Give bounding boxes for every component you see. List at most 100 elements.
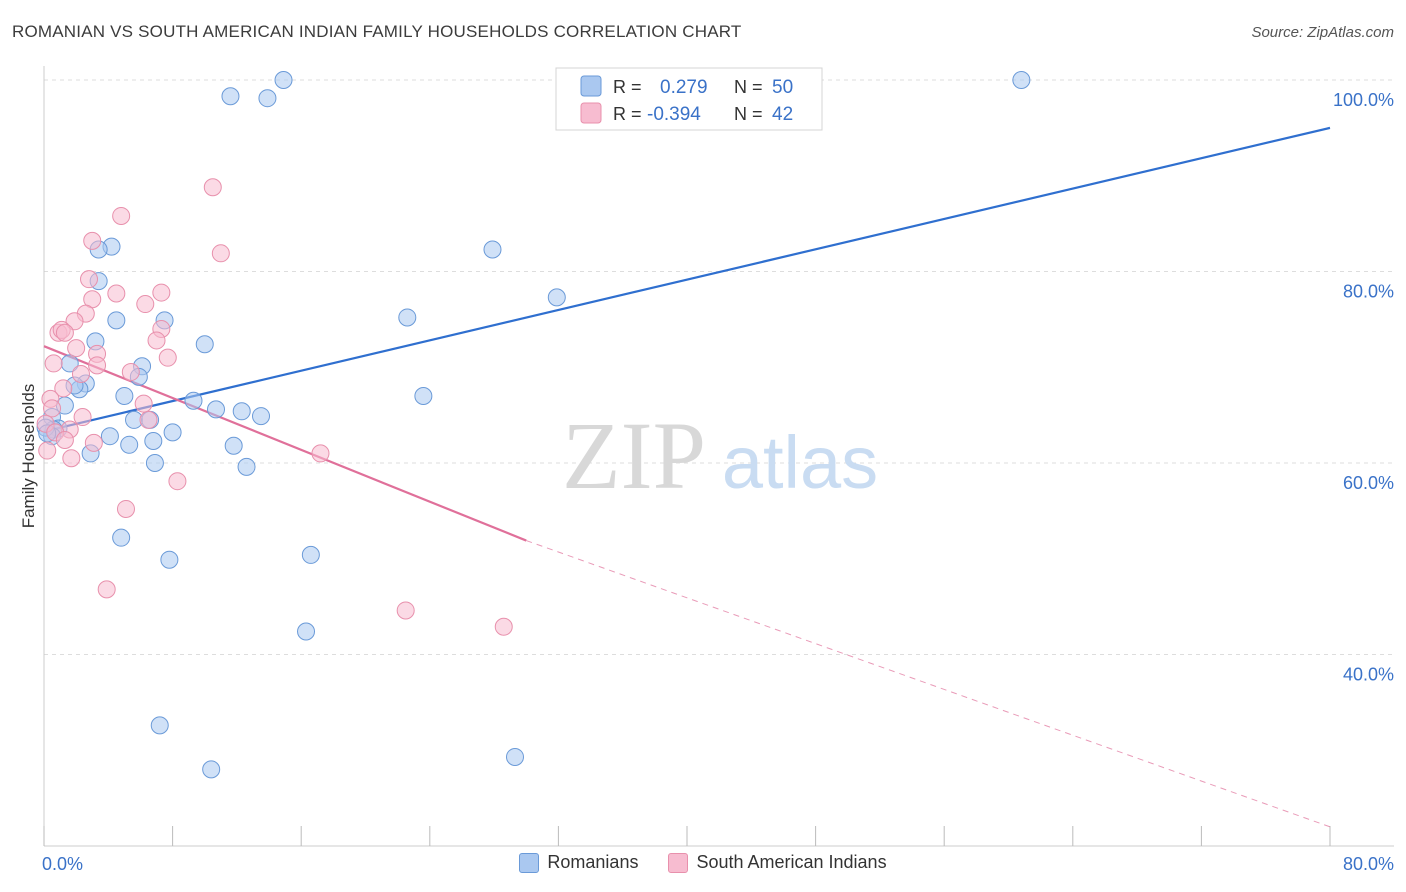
romanian-point-31 bbox=[163, 423, 182, 442]
south-american-indian-point-33 bbox=[55, 431, 74, 450]
x-tick-label-1: 80.0% bbox=[1343, 854, 1394, 874]
south-american-indian-point-34 bbox=[38, 441, 57, 460]
south-american-indian-point-21 bbox=[121, 363, 140, 382]
watermark-zip: ZIP bbox=[562, 402, 706, 509]
romanian-point-43 bbox=[297, 622, 316, 641]
legend-item-romanians: Romanians bbox=[519, 852, 638, 873]
south-american-indian-point-2 bbox=[83, 231, 102, 250]
romanian-point-3 bbox=[1012, 71, 1031, 89]
x-tick-label-0: 0.0% bbox=[42, 854, 83, 874]
south-american-indian-point-26 bbox=[43, 399, 62, 418]
romanian-point-19 bbox=[115, 386, 134, 405]
romanian-point-36 bbox=[224, 436, 243, 455]
data-points bbox=[36, 71, 1031, 779]
romanian-point-21 bbox=[184, 391, 203, 410]
romanian-point-41 bbox=[160, 550, 179, 569]
south-american-indian-point-4 bbox=[80, 270, 99, 289]
south-american-indian-point-1 bbox=[112, 206, 131, 225]
south-american-indian-point-35 bbox=[62, 449, 81, 468]
romanian-point-44 bbox=[150, 716, 169, 735]
south-american-indian-point-20 bbox=[88, 356, 107, 375]
legend-swatch-blue bbox=[519, 852, 540, 873]
romanian-point-42 bbox=[301, 545, 320, 564]
south-american-indian-point-22 bbox=[71, 364, 90, 383]
romanian-point-39 bbox=[237, 457, 256, 476]
south-american-indian-point-41 bbox=[494, 617, 513, 636]
south-american-indian-point-37 bbox=[168, 472, 187, 491]
romanian-point-33 bbox=[100, 427, 119, 446]
south-american-indian-point-36 bbox=[311, 444, 330, 463]
romanian-point-2 bbox=[258, 89, 277, 108]
watermark-atlas: atlas bbox=[722, 421, 878, 504]
romanian-point-27 bbox=[252, 407, 271, 426]
south-american-indian-point-25 bbox=[134, 394, 153, 413]
south-american-indian-point-27 bbox=[73, 408, 92, 427]
south-american-indian-point-6 bbox=[107, 284, 126, 303]
gridlines bbox=[44, 79, 1394, 655]
legend-label-south-american-indians: South American Indians bbox=[696, 852, 887, 872]
romanian-point-46 bbox=[505, 747, 524, 766]
y-tick-label-3: 40.0% bbox=[1343, 665, 1394, 685]
romanian-point-40 bbox=[112, 528, 131, 547]
south-american-indian-point-40 bbox=[396, 601, 415, 620]
romanians-trend-line bbox=[43, 126, 1331, 433]
legend-swatch-south-american-indians bbox=[580, 102, 602, 124]
tick-labels: 100.0% 80.0% 60.0% 40.0% 0.0% 80.0% bbox=[42, 90, 1394, 874]
romanian-point-6 bbox=[483, 240, 502, 259]
legend-swatch-pink bbox=[668, 852, 689, 873]
south-american-indian-point-28 bbox=[139, 410, 158, 429]
romanian-point-8 bbox=[547, 288, 566, 307]
axes bbox=[43, 66, 1394, 847]
y-tick-label-0: 100.0% bbox=[1333, 90, 1394, 110]
south-american-indian-point-19 bbox=[44, 354, 63, 373]
legend-r-value-south-american-indians: -0.394 bbox=[647, 104, 701, 125]
south-american-indian-point-18 bbox=[158, 348, 177, 367]
legend-r-label-south-american-indians: R = bbox=[613, 104, 642, 124]
romanian-point-34 bbox=[144, 431, 163, 450]
legend-n-value-romanians: 50 bbox=[772, 77, 793, 98]
watermark: ZIP atlas bbox=[562, 402, 878, 509]
legend-n-label-south-american-indians: N = bbox=[734, 104, 763, 124]
legend-swatch-romanians bbox=[580, 75, 602, 97]
south-american-indian-point-0 bbox=[203, 178, 222, 197]
south-american-indian-point-3 bbox=[211, 244, 230, 263]
south-american-indian-point-15 bbox=[67, 339, 86, 358]
south-american-indians-trend-extension bbox=[526, 540, 1331, 828]
correlation-legend: R = 0.279 N = 50 R = -0.394 N = 42 bbox=[555, 67, 823, 131]
legend-label-romanians: Romanians bbox=[547, 852, 639, 872]
south-american-indian-point-38 bbox=[116, 499, 135, 518]
romanian-point-0 bbox=[274, 71, 293, 89]
legend-n-label-romanians: N = bbox=[734, 77, 763, 97]
romanian-point-25 bbox=[207, 400, 226, 419]
trend-lines bbox=[43, 126, 1331, 828]
romanian-point-20 bbox=[414, 386, 433, 405]
chart-title: ROMANIAN VS SOUTH AMERICAN INDIAN FAMILY… bbox=[12, 22, 742, 41]
south-american-indian-point-8 bbox=[136, 295, 155, 314]
south-american-indian-point-16 bbox=[147, 331, 166, 350]
south-american-indian-point-32 bbox=[84, 433, 103, 452]
romanian-point-45 bbox=[202, 760, 221, 779]
romanian-point-9 bbox=[107, 311, 126, 330]
series-legend: Romanians South American Indians bbox=[0, 852, 1406, 873]
legend-r-value-romanians: 0.279 bbox=[660, 77, 708, 98]
romanian-point-38 bbox=[145, 454, 164, 472]
legend-item-south-american-indians: South American Indians bbox=[668, 852, 887, 873]
legend-r-label-romanians: R = bbox=[613, 77, 642, 97]
legend-n-value-south-american-indians: 42 bbox=[772, 104, 793, 125]
romanian-point-1 bbox=[221, 87, 240, 106]
south-american-indian-point-5 bbox=[152, 283, 171, 302]
south-american-indian-point-14 bbox=[55, 323, 74, 342]
south-american-indian-point-39 bbox=[97, 580, 116, 599]
south-american-indian-point-23 bbox=[54, 379, 73, 398]
y-tick-label-1: 80.0% bbox=[1343, 282, 1394, 302]
south-american-indians-trend-line bbox=[43, 345, 527, 542]
romanian-point-10 bbox=[398, 308, 417, 327]
south-american-indian-point-10 bbox=[65, 312, 84, 331]
chart-source: Source: ZipAtlas.com bbox=[1251, 24, 1394, 41]
y-axis-label: Family Households bbox=[19, 384, 38, 529]
romanian-point-35 bbox=[120, 435, 139, 454]
romanian-point-26 bbox=[232, 402, 251, 421]
y-tick-label-2: 60.0% bbox=[1343, 473, 1394, 493]
romanian-point-13 bbox=[195, 335, 214, 354]
